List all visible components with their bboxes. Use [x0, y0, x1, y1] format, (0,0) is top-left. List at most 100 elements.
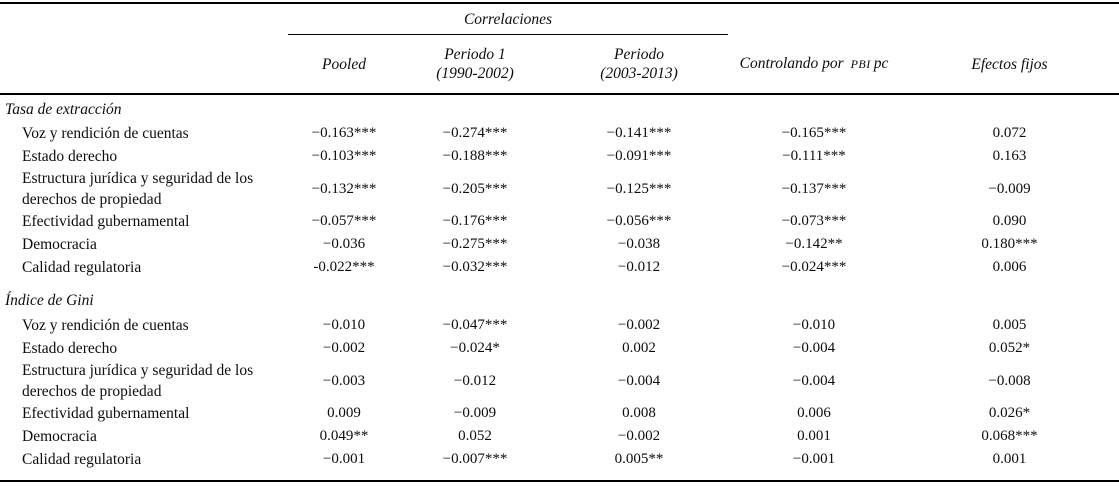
row-label: Estructura jurídica y seguridad de los d… — [22, 170, 254, 208]
value-cell: −0.008 — [988, 372, 1031, 389]
row-label: Democracia — [22, 236, 97, 253]
spanner-correlaciones: Correlaciones — [288, 4, 728, 35]
value-cell: 0.009 — [327, 405, 361, 421]
row-label: Calidad regulatoria — [22, 259, 142, 276]
value-cell: −0.057*** — [311, 213, 377, 229]
row-label: Estado derecho — [22, 340, 118, 357]
row-label: Calidad regulatoria — [22, 451, 142, 468]
value-cell: −0.274*** — [442, 125, 508, 141]
value-cell: −0.003 — [322, 372, 366, 389]
value-cell: −0.010 — [792, 317, 836, 333]
value-cell: −0.032*** — [442, 259, 508, 275]
value-cell: −0.125*** — [606, 180, 672, 197]
value-cell: -0.022*** — [313, 259, 375, 275]
colhead-periodo2: Periodo (2003-2013) — [550, 45, 728, 83]
table-row: Calidad regulatoria −0.001 −0.007*** 0.005*… — [0, 448, 1119, 471]
value-cell: −0.073*** — [781, 213, 847, 229]
colhead-periodo1-line2: (1990-2002) — [436, 65, 514, 82]
row-label: Efectividad gubernamental — [22, 405, 190, 422]
value-cell: −0.091*** — [606, 148, 672, 164]
colhead-pooled: Pooled — [288, 55, 400, 74]
value-cell: 0.049** — [319, 428, 369, 444]
value-cell: 0.052* — [988, 340, 1031, 356]
spanner-spacer-left — [0, 4, 288, 35]
value-cell: 0.001 — [992, 451, 1027, 467]
value-cell: −0.205*** — [442, 180, 508, 197]
value-cell: −0.002 — [617, 317, 661, 333]
table-row: Estado derecho −0.002 −0.024* 0.002 −0.004 0.… — [0, 337, 1119, 360]
row-label: Voz y rendición de cuentas — [22, 317, 189, 334]
value-cell: −0.001 — [322, 451, 366, 467]
column-header-row: Pooled Periodo 1 (1990-2002) Periodo (20… — [0, 35, 1119, 93]
value-cell: 0.090 — [992, 213, 1027, 229]
value-cell: −0.275*** — [442, 236, 508, 252]
value-cell: −0.009 — [453, 405, 497, 421]
header-rule — [0, 93, 1119, 95]
value-cell: 0.005 — [992, 317, 1027, 333]
value-cell: −0.012 — [453, 372, 497, 389]
value-cell: −0.002 — [617, 428, 661, 444]
table-body: Tasa de extracción Voz y rendición de cue… — [0, 95, 1119, 471]
value-cell: −0.047*** — [442, 317, 508, 333]
colhead-pooled-label: Pooled — [322, 55, 366, 73]
colhead-periodo1: Periodo 1 (1990-2002) — [400, 45, 550, 83]
table-row: Democracia −0.036 −0.275*** −0.038 −0.142** 0… — [0, 233, 1119, 256]
value-cell: 0.180*** — [981, 236, 1038, 252]
section-title: Índice de Gini — [5, 292, 94, 309]
table-row: Democracia 0.049** 0.052 −0.002 0.001 0.068**… — [0, 425, 1119, 448]
value-cell: 0.163 — [992, 148, 1027, 164]
value-cell: −0.004 — [792, 372, 836, 389]
value-cell: 0.006 — [992, 259, 1027, 275]
table-row: Estructura jurídica y seguridad de los d… — [0, 168, 1119, 210]
value-cell: −0.132*** — [311, 180, 377, 197]
table-row: Voz y rendición de cuentas −0.163*** −0.27… — [0, 122, 1119, 145]
value-cell: −0.137*** — [781, 180, 847, 197]
row-label: Democracia — [22, 428, 97, 445]
colhead-periodo1-line1: Periodo 1 — [444, 46, 506, 63]
value-cell: −0.165*** — [781, 125, 847, 141]
colhead-control-post: pc — [873, 55, 889, 72]
value-cell: −0.163*** — [311, 125, 377, 141]
value-cell: 0.005** — [614, 451, 664, 467]
table-row: Estructura jurídica y seguridad de los d… — [0, 360, 1119, 402]
value-cell: −0.024* — [450, 340, 500, 356]
bottom-rule — [0, 480, 1119, 482]
spanner-label: Correlaciones — [463, 11, 553, 28]
section-title: Tasa de extracción — [5, 101, 122, 118]
value-cell: −0.038 — [617, 236, 661, 252]
value-cell: −0.176*** — [442, 213, 508, 229]
value-cell: −0.009 — [988, 180, 1031, 197]
colhead-periodo2-line2: (2003-2013) — [600, 65, 678, 82]
value-cell: −0.103*** — [311, 148, 377, 164]
colhead-efectos-label: Efectos fijos — [971, 55, 1048, 73]
row-label: Efectividad gubernamental — [22, 213, 190, 230]
value-cell: −0.024*** — [781, 259, 847, 275]
value-cell: −0.142** — [785, 236, 843, 252]
spanner-spacer-right — [728, 4, 1119, 35]
spanner-row: Correlaciones — [0, 4, 1119, 35]
table-row: Estado derecho −0.103*** −0.188*** −0.091**… — [0, 145, 1119, 168]
row-label: Voz y rendición de cuentas — [22, 125, 189, 142]
table-row: Calidad regulatoria -0.022*** −0.032*** −0.… — [0, 256, 1119, 279]
value-cell: 0.026* — [988, 405, 1031, 421]
value-cell: 0.006 — [797, 405, 831, 421]
table-row: Efectividad gubernamental −0.057*** −0.176… — [0, 210, 1119, 233]
value-cell: −0.012 — [617, 259, 661, 275]
value-cell: −0.111*** — [782, 148, 846, 164]
row-label: Estructura jurídica y seguridad de los d… — [22, 362, 254, 400]
table-row: Efectividad gubernamental 0.009 −0.009 0.00… — [0, 402, 1119, 425]
value-cell: −0.056*** — [606, 213, 672, 229]
value-cell: 0.002 — [622, 340, 656, 356]
colhead-efectos-fijos: Efectos fijos — [900, 55, 1119, 74]
colhead-controlando-pbipc: Controlando por PBI pc — [728, 54, 900, 74]
value-cell: −0.141*** — [606, 125, 672, 141]
value-cell: 0.072 — [992, 125, 1027, 141]
colhead-control-smallcaps: PBI — [850, 57, 871, 71]
row-label: Estado derecho — [22, 148, 118, 165]
colhead-periodo2-line1: Periodo — [614, 46, 664, 63]
table-row: Voz y rendición de cuentas −0.010 −0.047**… — [0, 314, 1119, 337]
value-cell: 0.008 — [622, 405, 656, 421]
top-rule — [0, 2, 1119, 4]
value-cell: −0.188*** — [442, 148, 508, 164]
